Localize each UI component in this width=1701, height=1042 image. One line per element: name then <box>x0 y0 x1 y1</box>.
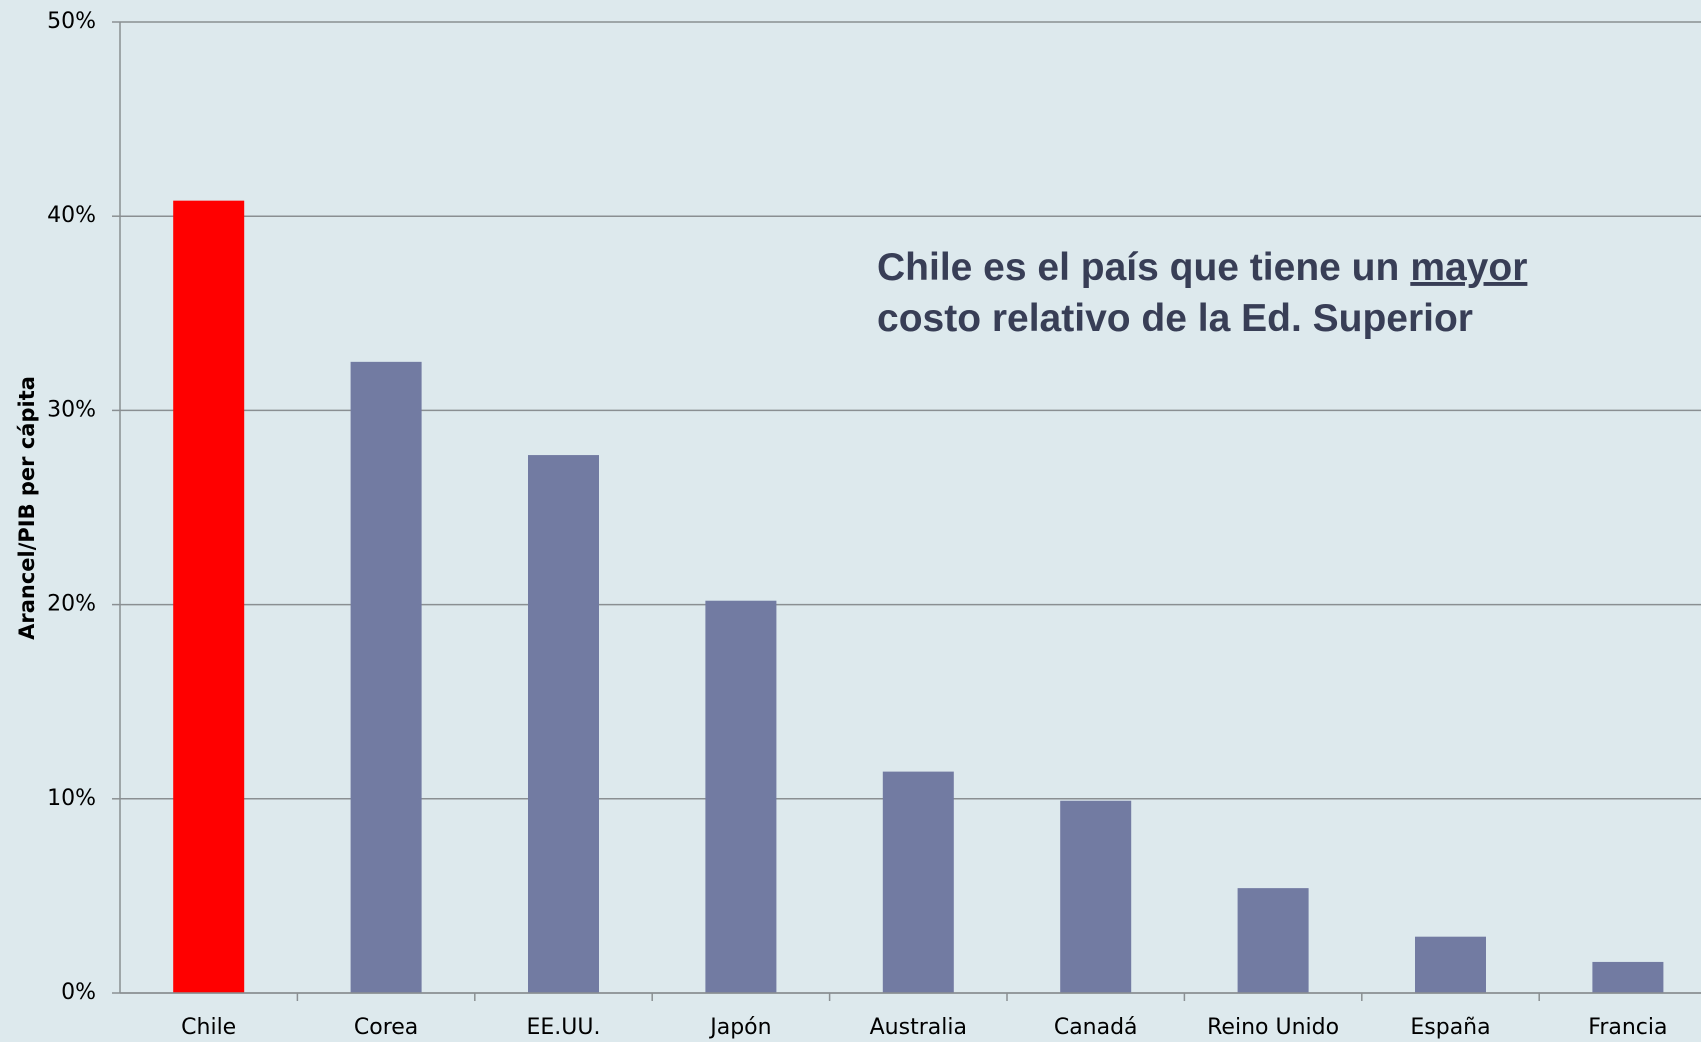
y-tick-label: 40% <box>47 203 96 228</box>
y-tick-label: 10% <box>47 786 96 811</box>
bar <box>882 771 954 993</box>
x-tick-label: Australia <box>870 1015 967 1040</box>
x-tick-label: Canadá <box>1054 1015 1138 1040</box>
bar <box>528 455 599 993</box>
y-tick-label: 20% <box>47 592 96 617</box>
annotation-line: Chile es el país que tiene un <box>877 246 1399 289</box>
bar <box>350 361 422 994</box>
x-tick-label: Japón <box>708 1015 771 1040</box>
x-tick-label: Reino Unido <box>1207 1015 1339 1040</box>
bar <box>1060 800 1132 993</box>
annotation-line: costo relativo de la Ed. Superior <box>877 297 1473 340</box>
x-tick-label: Chile <box>181 1015 236 1040</box>
x-tick-label: Corea <box>354 1015 418 1040</box>
annotation-emphasis: mayor <box>1410 246 1527 289</box>
annotation: Chile es el país que tiene un mayor <box>877 246 1527 289</box>
y-tick-label: 0% <box>61 980 96 1005</box>
y-axis-label: Arancel/PIB per cápita <box>15 376 39 640</box>
bar <box>1415 936 1486 993</box>
bar <box>1237 888 1309 993</box>
x-tick-label: Francia <box>1588 1015 1667 1040</box>
bar <box>1592 961 1664 993</box>
x-tick-label: EE.UU. <box>527 1015 601 1040</box>
x-tick-label: España <box>1410 1015 1490 1040</box>
y-tick-label: 50% <box>47 9 96 34</box>
y-tick-label: 30% <box>47 397 96 422</box>
bar <box>173 200 245 993</box>
bar <box>705 600 777 993</box>
